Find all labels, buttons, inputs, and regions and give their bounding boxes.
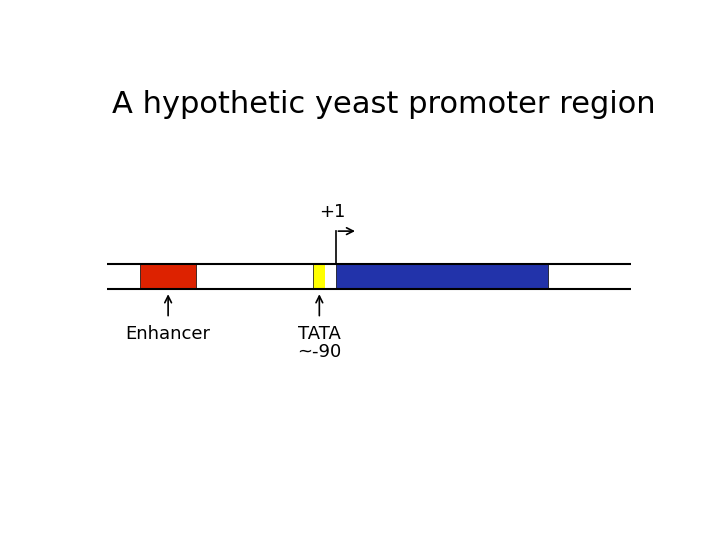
Text: Enhancer: Enhancer: [125, 325, 211, 343]
Bar: [336, 265, 547, 289]
Bar: [313, 265, 325, 289]
Bar: [325, 265, 336, 289]
Text: ~-90: ~-90: [297, 343, 341, 361]
Bar: [140, 265, 196, 289]
Text: TATA: TATA: [298, 325, 341, 343]
Text: +1: +1: [320, 202, 346, 221]
Text: A hypothetic yeast promoter region: A hypothetic yeast promoter region: [112, 90, 656, 119]
